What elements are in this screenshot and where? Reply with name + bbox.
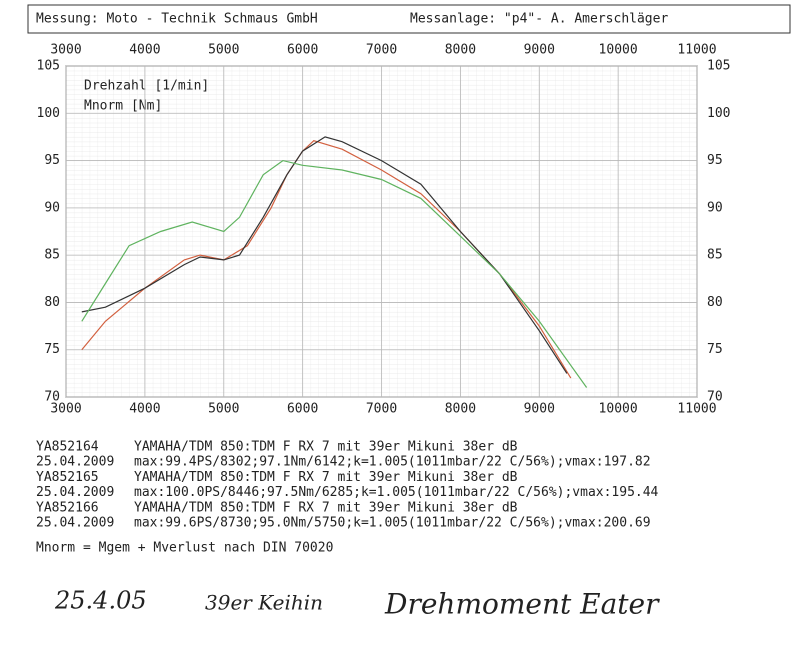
- y-tick-label: 85: [44, 248, 60, 263]
- legend-name: YA852166: [36, 501, 99, 516]
- y-tick-label: 75: [44, 342, 60, 357]
- legend-stats: max:100.0PS/8446;97.5Nm/6285;k=1.005(101…: [134, 485, 659, 500]
- x-tick-label-top: 4000: [129, 43, 160, 58]
- x-tick-label-top: 11000: [677, 43, 716, 58]
- x-tick-label-top: 10000: [599, 43, 638, 58]
- x-tick-label: 3000: [50, 402, 81, 417]
- legend-date: 25.04.2009: [36, 455, 114, 470]
- y-tick-label: 105: [37, 59, 60, 74]
- x-tick-label-top: 7000: [366, 43, 397, 58]
- header-left: Messung: Moto - Technik Schmaus GmbH: [36, 12, 318, 27]
- legend-model: YAMAHA/TDM 850:TDM F RX 7 mit 39er Mikun…: [134, 470, 518, 485]
- y-tick-label: 100: [37, 106, 60, 121]
- handwritten-date: 25.4.05: [54, 587, 147, 615]
- footnote: Mnorm = Mgem + Mverlust nach DIN 70020: [36, 541, 333, 556]
- y-tick-label: 90: [44, 200, 60, 215]
- x-axis-label: Drehzahl [1/min]: [84, 79, 209, 94]
- legend-model: YAMAHA/TDM 850:TDM F RX 7 mit 39er Mikun…: [134, 440, 518, 455]
- x-tick-label-top: 6000: [287, 43, 318, 58]
- x-tick-label-top: 5000: [208, 43, 239, 58]
- y-tick-label: 70: [44, 390, 60, 405]
- series-line: [81, 159, 588, 388]
- x-tick-label: 7000: [366, 402, 397, 417]
- header-box: [27, 4, 791, 34]
- y-tick-label-right: 95: [707, 153, 723, 168]
- legend-stats: max:99.6PS/8730;95.0Nm/5750;k=1.005(1011…: [134, 516, 651, 531]
- handwritten-title: Drehmoment Eater: [384, 588, 660, 621]
- y-tick-label: 80: [44, 295, 60, 310]
- x-tick-label: 9000: [524, 402, 555, 417]
- y-tick-label-right: 70: [707, 390, 723, 405]
- y-tick-label-right: 80: [707, 295, 723, 310]
- x-tick-label: 11000: [677, 402, 716, 417]
- legend-name: YA852164: [36, 440, 99, 455]
- legend-date: 25.04.2009: [36, 516, 114, 531]
- x-tick-label: 4000: [129, 402, 160, 417]
- x-tick-label: 8000: [445, 402, 476, 417]
- x-tick-label-top: 3000: [50, 43, 81, 58]
- y-tick-label-right: 90: [707, 200, 723, 215]
- x-tick-label-top: 8000: [445, 43, 476, 58]
- legend-model: YAMAHA/TDM 850:TDM F RX 7 mit 39er Mikun…: [134, 501, 518, 516]
- handwritten-note: 39er Keihin: [205, 591, 323, 615]
- y-tick-label-right: 75: [707, 342, 723, 357]
- x-tick-label: 5000: [208, 402, 239, 417]
- legend-name: YA852165: [36, 470, 99, 485]
- header-right: Messanlage: "p4"- A. Amerschläger: [410, 12, 668, 27]
- legend-stats: max:99.4PS/8302;97.1Nm/6142;k=1.005(1011…: [134, 455, 651, 470]
- x-tick-label-top: 9000: [524, 43, 555, 58]
- y-tick-label: 95: [44, 153, 60, 168]
- x-tick-label: 6000: [287, 402, 318, 417]
- y-axis-label: Mnorm [Nm]: [84, 99, 162, 114]
- x-tick-label: 10000: [599, 402, 638, 417]
- y-tick-label-right: 100: [707, 106, 730, 121]
- y-tick-label-right: 105: [707, 59, 730, 74]
- legend-date: 25.04.2009: [36, 485, 114, 500]
- y-tick-label-right: 85: [707, 248, 723, 263]
